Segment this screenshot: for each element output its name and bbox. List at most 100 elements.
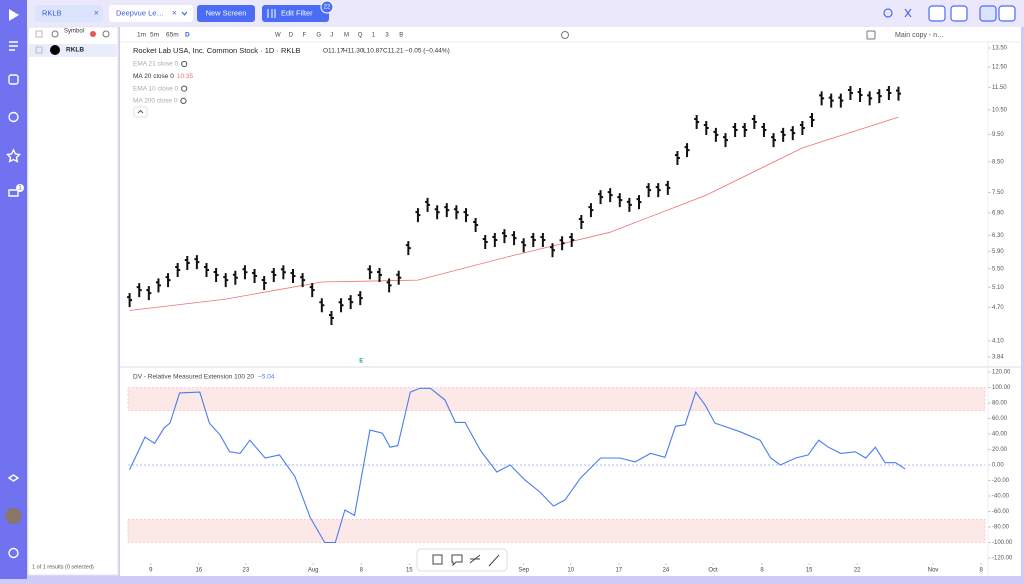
price-bar <box>396 270 402 285</box>
y-tick-label: 80.00 <box>992 401 1008 407</box>
y-tick-label: 120.00 <box>992 370 1011 376</box>
tab[interactable] <box>109 5 193 22</box>
price-bar <box>732 123 738 138</box>
y-tick-label: -40.00 <box>992 494 1010 500</box>
tab[interactable] <box>35 5 103 22</box>
snapshot-icon[interactable] <box>561 31 569 39</box>
layout-name[interactable]: Main copy - n… <box>895 32 944 39</box>
y-tick-label: 4.70 <box>992 305 1004 311</box>
interval-button[interactable]: 65m <box>166 32 179 39</box>
interval-button[interactable]: D <box>185 32 190 39</box>
layout-icon <box>866 30 876 40</box>
tab-close[interactable]: × <box>94 9 99 18</box>
period-button[interactable]: D <box>289 33 294 39</box>
x-tick-label: 22 <box>854 568 861 574</box>
button-label: New Screen <box>206 8 247 17</box>
edit-filter-button[interactable] <box>262 5 329 22</box>
price-bar <box>204 263 209 278</box>
settings-icon[interactable] <box>102 30 110 38</box>
hidden-icon <box>181 85 188 92</box>
filter-badge-bg <box>320 0 334 14</box>
filter-icon <box>267 9 276 18</box>
period-button[interactable]: 3 <box>385 33 389 39</box>
filter-badge: 22 <box>324 5 331 11</box>
price-bar <box>617 193 623 208</box>
period-button[interactable]: M <box>344 33 349 39</box>
price-bar <box>463 208 469 223</box>
price-bar <box>780 127 786 142</box>
price-bar <box>761 123 767 138</box>
y-tick-label: -60.00 <box>992 509 1010 515</box>
price-bar <box>271 268 277 283</box>
indicator-name: EMA 21 close 0 <box>133 61 179 68</box>
price-bar <box>626 197 632 212</box>
ohlc-label: O11.17 <box>323 48 344 55</box>
price-bar <box>578 215 584 230</box>
y-tick-label: 11.50 <box>992 85 1007 91</box>
extension-band <box>127 518 986 543</box>
price-bar <box>165 273 171 288</box>
y-tick-label: 20.00 <box>992 447 1008 453</box>
x-tick-label: 15 <box>406 568 413 574</box>
price-bar <box>194 255 200 270</box>
x-tick-label: 9 <box>149 568 153 574</box>
price-bar <box>405 241 411 256</box>
y-tick-label: 60.00 <box>992 416 1008 422</box>
x-tick-label: Oct <box>708 568 718 574</box>
x-tick-label: Nov <box>928 568 939 574</box>
interval-button[interactable]: 1m <box>137 32 146 39</box>
period-button[interactable]: 1 <box>372 33 376 39</box>
price-bar <box>857 88 863 103</box>
period-button[interactable]: F <box>303 33 307 39</box>
drawing-tools[interactable] <box>432 554 500 567</box>
period-button[interactable]: B <box>399 33 403 39</box>
x-tick-label: 24 <box>663 568 670 574</box>
change-label: −0.05 (−0.44%) <box>405 48 450 55</box>
left-nav <box>0 0 27 579</box>
avatar[interactable] <box>5 508 22 524</box>
price-bar <box>252 268 258 283</box>
price-bar <box>242 265 248 280</box>
period-button[interactable]: J <box>330 33 333 39</box>
period-button[interactable]: Q <box>358 33 363 39</box>
price-bar <box>550 243 555 258</box>
price-bar <box>655 183 661 198</box>
hidden-icon <box>180 97 187 105</box>
tab-caret <box>181 11 188 16</box>
price-bar <box>742 123 748 138</box>
price-bar <box>309 283 315 298</box>
checkbox[interactable] <box>35 30 43 38</box>
top-bar <box>27 0 1024 27</box>
price-bar <box>886 86 892 101</box>
price-bar <box>694 115 700 130</box>
tab-close[interactable]: × <box>172 9 177 18</box>
interval-button[interactable]: 5m <box>150 32 159 39</box>
watchlist-footer: 1 of 1 results (0 selected) <box>32 564 94 570</box>
y-tick-label: 9.50 <box>992 132 1004 138</box>
y-tick-label: 7.50 <box>992 190 1004 196</box>
y-tick-label: 4.10 <box>992 338 1004 344</box>
y-tick-label: -120.00 <box>992 556 1013 562</box>
logo <box>9 9 19 21</box>
y-tick-label: 5.50 <box>992 266 1004 272</box>
y-tick-label: 8.50 <box>992 159 1004 165</box>
y-tick-label: 5.90 <box>992 249 1004 255</box>
checkbox[interactable] <box>35 46 43 54</box>
y-tick-label: 3.84 <box>992 355 1004 361</box>
period-button[interactable]: G <box>316 33 321 39</box>
period-button[interactable]: W <box>275 33 281 39</box>
price-bar <box>367 265 373 280</box>
price-bar <box>713 127 719 142</box>
price-bar <box>723 133 728 148</box>
price-bar <box>377 268 382 283</box>
price-bar <box>540 233 546 248</box>
new-screen-button[interactable] <box>197 5 255 22</box>
price-bar <box>175 263 181 278</box>
x-tick-label: 8 <box>979 568 983 574</box>
price-bar <box>521 238 527 253</box>
collapse-button[interactable] <box>133 106 148 118</box>
price-bar <box>338 298 344 313</box>
price-bar <box>876 89 882 104</box>
